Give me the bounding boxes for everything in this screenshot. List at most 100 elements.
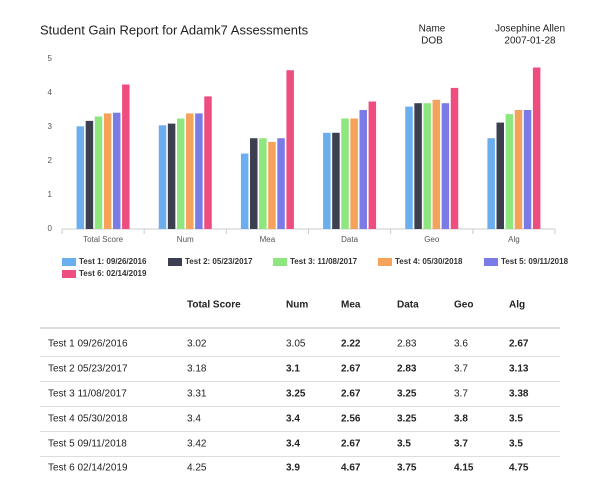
cell: 3.7 — [454, 389, 468, 400]
bar — [432, 99, 441, 229]
cell: 4.75 — [509, 463, 529, 474]
column-header: Alg — [509, 300, 525, 311]
cell: 2.67 — [341, 364, 361, 375]
bar — [487, 138, 495, 229]
legend-swatch — [273, 258, 287, 266]
cell: 3.6 — [454, 339, 468, 350]
cell: 3.25 — [286, 389, 306, 400]
cell: 2.67 — [341, 389, 361, 400]
cell: 2.83 — [397, 339, 417, 350]
legend-label: Test 2: 05/23/2017 — [185, 257, 253, 266]
legend-label: Test 1: 09/26/2016 — [79, 257, 147, 266]
bar — [286, 70, 294, 229]
bar — [103, 113, 112, 229]
bar — [450, 87, 459, 230]
bar — [195, 113, 203, 229]
legend-swatch — [62, 258, 76, 266]
row-label: Test 1 09/26/2016 — [48, 339, 128, 350]
bar — [496, 122, 505, 229]
cell: 2.56 — [341, 414, 361, 425]
cell: 3.5 — [509, 439, 523, 450]
bar — [94, 116, 103, 229]
row-label: Test 4 05/30/2018 — [48, 414, 128, 425]
cell: 2.67 — [509, 339, 529, 350]
bar — [332, 132, 340, 229]
legend-swatch — [484, 258, 498, 266]
bar — [167, 123, 176, 229]
cell: 3.75 — [397, 463, 417, 474]
legend-label: Test 6: 02/14/2019 — [79, 269, 147, 278]
x-tick-label: Mea — [260, 235, 276, 244]
cell: 3.02 — [187, 339, 207, 350]
bar — [341, 118, 349, 229]
bar — [158, 125, 167, 229]
legend-swatch — [378, 258, 392, 266]
y-tick-label: 3 — [48, 122, 53, 131]
bar — [122, 84, 130, 229]
legend-label: Test 5: 09/11/2018 — [501, 257, 569, 266]
legend-swatch — [62, 270, 76, 278]
x-tick-label: Num — [177, 235, 194, 244]
cell: 3.38 — [509, 389, 529, 400]
cell: 3.1 — [286, 364, 300, 375]
bar — [85, 120, 94, 229]
dob-label: DOB — [421, 36, 443, 47]
cell: 3.13 — [509, 364, 529, 375]
y-tick-label: 2 — [48, 156, 53, 165]
cell: 3.4 — [286, 439, 300, 450]
cell: 3.5 — [397, 439, 411, 450]
row-label: Test 6 02/14/2019 — [48, 463, 128, 474]
y-tick-label: 5 — [48, 54, 53, 63]
name-label: Name — [419, 24, 446, 35]
cell: 4.15 — [454, 463, 474, 474]
bar — [505, 114, 514, 229]
column-header: Geo — [454, 300, 473, 311]
cell: 3.4 — [187, 414, 201, 425]
cell: 3.25 — [397, 414, 417, 425]
report-title: Student Gain Report for Adamk7 Assessmen… — [40, 22, 309, 37]
bar — [204, 96, 212, 230]
bar — [186, 113, 194, 229]
cell: 3.42 — [187, 439, 207, 450]
bar — [76, 126, 85, 229]
legend-swatch — [168, 258, 182, 266]
cell: 3.31 — [187, 389, 207, 400]
column-header: Data — [397, 300, 419, 311]
y-tick-label: 4 — [48, 88, 53, 97]
cell: 3.9 — [286, 463, 300, 474]
cell: 3.5 — [509, 414, 523, 425]
row-label: Test 3 11/08/2017 — [48, 389, 127, 400]
cell: 2.83 — [397, 364, 417, 375]
bar — [405, 106, 413, 229]
bar — [514, 110, 523, 229]
bar — [359, 110, 367, 229]
cell: 2.67 — [341, 439, 361, 450]
legend-label: Test 4: 05/30/2018 — [395, 257, 463, 266]
bar — [277, 138, 285, 229]
row-label: Test 5 09/11/2018 — [48, 439, 127, 450]
student-name: Josephine Allen — [495, 24, 565, 35]
bar — [250, 138, 258, 229]
bar — [268, 141, 276, 229]
bar — [350, 118, 358, 229]
x-tick-label: Geo — [424, 235, 440, 244]
bar — [176, 118, 185, 229]
bar — [423, 103, 431, 229]
bar — [240, 153, 249, 229]
cell: 4.25 — [187, 463, 207, 474]
bar — [523, 110, 532, 229]
x-tick-label: Data — [341, 235, 358, 244]
cell: 3.18 — [187, 364, 207, 375]
bar — [414, 103, 422, 229]
bar — [441, 103, 450, 229]
legend-label: Test 3: 11/08/2017 — [290, 257, 358, 266]
bar — [112, 112, 121, 229]
column-header: Total Score — [187, 300, 241, 311]
column-header: Mea — [341, 300, 361, 311]
x-tick-label: Total Score — [83, 235, 124, 244]
cell: 3.7 — [454, 364, 468, 375]
bar — [259, 138, 267, 229]
cell: 4.67 — [341, 463, 361, 474]
column-header: Num — [286, 300, 308, 311]
